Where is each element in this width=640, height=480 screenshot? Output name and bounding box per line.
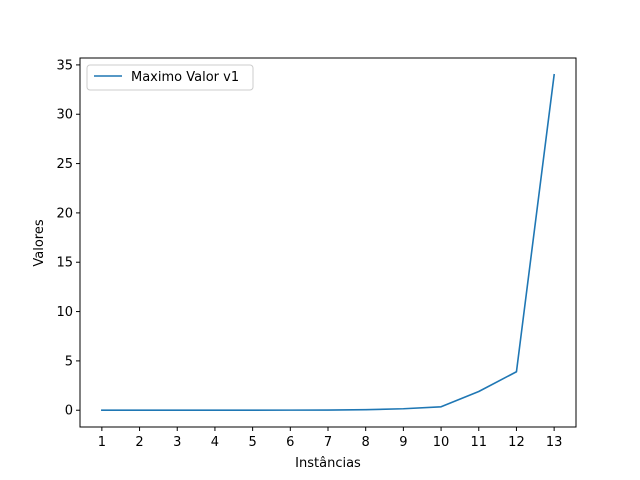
plot-frame (79, 57, 577, 428)
y-tick-label: 5 (65, 354, 73, 369)
x-tick-label: 10 (433, 435, 450, 450)
x-tick-label: 6 (286, 435, 294, 450)
x-tick-label: 2 (135, 435, 143, 450)
series-line-0 (101, 73, 556, 412)
series-group (101, 73, 556, 412)
x-tick-label: 12 (508, 435, 525, 450)
x-tick-label: 5 (248, 435, 256, 450)
legend-label: Maximo Valor v1 (131, 70, 239, 85)
x-tick-label: 8 (362, 435, 370, 450)
plot-area (80, 58, 576, 427)
y-tick-label: 15 (56, 256, 73, 271)
x-tick-label: 1 (98, 435, 106, 450)
legend-box (86, 64, 254, 91)
y-tick-label: 35 (56, 58, 73, 73)
y-tick-label: 20 (56, 206, 73, 221)
x-tick-label: 13 (546, 435, 563, 450)
y-axis-ticks: 0 5 10 15 20 25 30 35 (56, 58, 80, 419)
x-tick-label: 11 (470, 435, 487, 450)
y-tick-label: 30 (56, 108, 73, 123)
y-tick-label: 0 (65, 404, 73, 419)
legend: Maximo Valor v1 (86, 64, 254, 91)
y-tick-label: 10 (56, 305, 73, 320)
x-axis-ticks: 1 2 3 4 5 6 7 8 9 10 11 12 13 (98, 427, 563, 450)
x-tick-label: 9 (399, 435, 407, 450)
x-tick-label: 4 (211, 435, 219, 450)
x-axis-title: Instâncias (295, 456, 361, 471)
y-axis-title: Valores (32, 219, 47, 266)
x-tick-label: 7 (324, 435, 332, 450)
y-tick-label: 25 (56, 157, 73, 172)
x-tick-label: 3 (173, 435, 181, 450)
